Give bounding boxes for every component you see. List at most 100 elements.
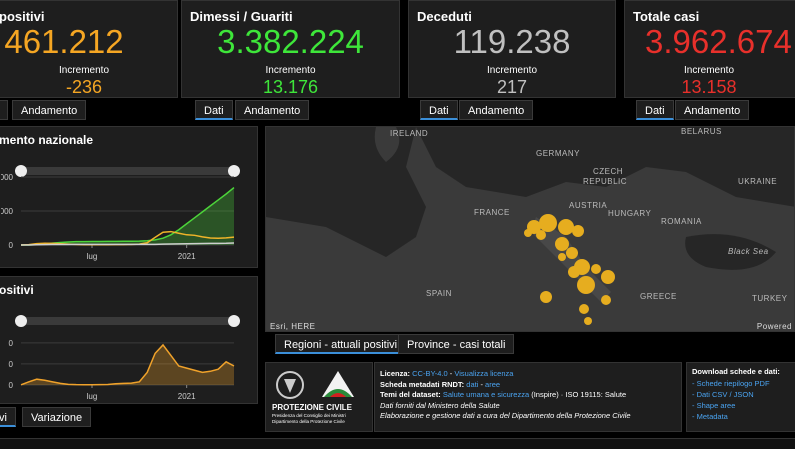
card-label: Incremento <box>683 65 735 76</box>
link[interactable]: aree <box>485 379 501 389</box>
logo-box: PROTEZIONE CIVILE Presidenza del Consigl… <box>265 362 373 432</box>
map-attribution: Esri, HERE <box>270 322 316 331</box>
logo-sub: Dipartimento della Protezione Civile <box>272 419 345 424</box>
map-label: IRELAND <box>390 129 429 138</box>
x-tick-label: 2021 <box>178 392 196 401</box>
card-value: 3.382.224 <box>217 23 364 60</box>
tab[interactable]: Regioni - attuali positivi <box>275 334 407 354</box>
y-tick-label: 000 <box>1 207 14 216</box>
card: Deceduti 119.238 Incremento 217 <box>408 0 616 98</box>
line <box>20 242 235 246</box>
map-label: AUSTRIA <box>569 201 608 210</box>
tab[interactable]: Variazione <box>22 407 92 427</box>
sep: - <box>478 379 486 389</box>
link[interactable]: - Shape aree <box>692 401 736 410</box>
map-label: GERMANY <box>536 149 580 158</box>
slider-handle <box>228 315 240 327</box>
link[interactable]: - Dati CSV / JSON <box>692 390 754 399</box>
slider-handle <box>15 165 27 177</box>
card-label: Incremento <box>58 65 110 76</box>
slider-track <box>21 317 234 325</box>
link[interactable]: - Schede riepilogo PDF <box>692 379 770 388</box>
tab[interactable]: Andamento <box>675 100 750 120</box>
map-label: GREECE <box>640 292 677 301</box>
map-label: REPUBLIC <box>583 177 628 186</box>
link[interactable]: CC-BY-4.0 <box>412 369 448 378</box>
label: Temi del dataset: <box>380 390 441 399</box>
tab[interactable]: Province - casi totali <box>398 334 515 354</box>
chart-title: mento nazionale <box>0 133 94 147</box>
sep: - <box>447 369 455 378</box>
tab[interactable]: Andamento <box>235 100 310 120</box>
text: Dati forniti dal Ministero della Salute <box>380 400 500 410</box>
map-label: FRANCE <box>474 208 510 217</box>
link[interactable]: dati <box>466 379 479 389</box>
card-title: Deceduti <box>417 9 472 24</box>
map-label: SPAIN <box>426 289 452 298</box>
y-tick-label: 0 <box>9 241 14 250</box>
chart-panel: mento nazionale 0000000lug2021 <box>0 126 258 268</box>
download-box: Download schede e dati: - Schede riepilo… <box>686 362 795 432</box>
map-bubbles <box>524 214 615 325</box>
slider-handle <box>15 315 27 327</box>
slider-track <box>21 167 234 175</box>
line <box>20 343 235 386</box>
card-label: Incremento <box>486 65 538 76</box>
y-tick-label: 0 <box>9 360 14 369</box>
map-label: Black Sea <box>728 247 769 256</box>
chart-panel: ositivi 0 0 0 lug 2021 <box>0 276 258 404</box>
tab[interactable]: vi <box>0 407 16 427</box>
link[interactable]: Visualizza licenza <box>454 369 514 378</box>
chart: 0000000lug2021 <box>1 165 240 261</box>
map-label: TURKEY <box>752 294 788 303</box>
x-tick-label: 2021 <box>178 252 196 261</box>
card-title: positivi <box>0 9 45 24</box>
y-tick-label: 0 <box>9 381 14 390</box>
map[interactable]: IRELAND GERMANY CZECH REPUBLIC FRANCE AU… <box>265 126 795 332</box>
x-tick-label: lug <box>87 392 98 401</box>
card-value: 119.238 <box>453 23 571 60</box>
tab[interactable]: Dati <box>195 100 233 120</box>
card-increment: -236 <box>65 77 103 97</box>
tab[interactable]: Dati <box>420 100 458 120</box>
download-title: Download schede e dati: <box>692 367 780 376</box>
card-title: Dimessi / Guariti <box>190 9 293 24</box>
bottom-bar <box>0 438 795 449</box>
map-label: ROMANIA <box>661 217 702 226</box>
card-increment: 13.158 <box>681 77 737 97</box>
map-label: HUNGARY <box>608 209 652 218</box>
tab[interactable]: Andamento <box>12 100 87 120</box>
map-powered: Powered <box>756 322 792 331</box>
card: Totale casi 3.962.674 Incremento 13.158 <box>624 0 795 98</box>
map-label: UKRAINE <box>738 177 778 186</box>
card-increment: 217 <box>496 77 528 97</box>
link[interactable]: Salute umana e sicurezza <box>442 390 530 399</box>
chart: 0 0 0 lug 2021 <box>9 315 240 401</box>
logo-sub: Presidenza del Consiglio dei Ministri <box>272 413 346 418</box>
card-label: Incremento <box>265 65 316 76</box>
text: (Inspire) · ISO 19115: Salute <box>531 390 627 399</box>
slider-handle <box>228 165 240 177</box>
card: positivi 461.212 Incremento -236 <box>0 0 178 98</box>
card: Dimessi / Guariti 3.382.224 Incremento 1… <box>181 0 400 98</box>
label: Scheda metadati RNDT: <box>380 379 465 389</box>
map-shapes <box>266 127 794 331</box>
info-box: Licenza: CC-BY-4.0 - Visualizza licenza … <box>374 362 682 432</box>
tab[interactable] <box>0 100 8 120</box>
area <box>21 187 234 245</box>
map-label: BELARUS <box>681 127 722 136</box>
tab[interactable]: Dati <box>636 100 674 120</box>
map-label: CZECH <box>593 167 624 176</box>
label: Licenza: <box>380 369 411 378</box>
y-tick-label: 0 <box>9 339 14 348</box>
text: Elaborazione e gestione dati a cura del … <box>380 411 631 420</box>
card-value: 461.212 <box>4 23 124 60</box>
link[interactable]: - Metadata <box>692 412 728 421</box>
card-increment: 13.176 <box>262 77 319 97</box>
y-tick-label: 000 <box>1 173 14 182</box>
logo-title: PROTEZIONE CIVILE <box>272 403 353 412</box>
card-value: 3.962.674 <box>645 23 792 60</box>
line <box>20 186 235 246</box>
tab[interactable]: Andamento <box>459 100 534 120</box>
